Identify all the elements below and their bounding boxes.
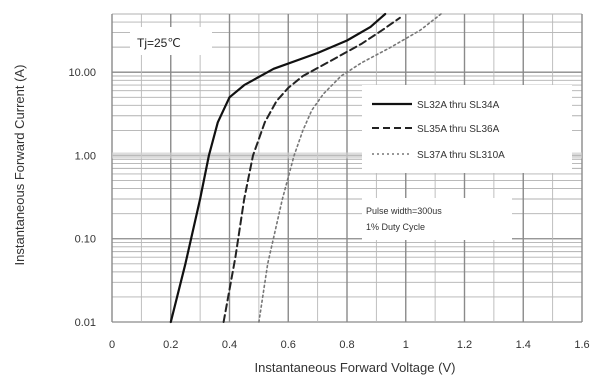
duty-cycle-note: 1% Duty Cycle — [366, 222, 425, 232]
y-axis-title: Instantaneous Forward Current (A) — [12, 65, 27, 266]
x-tick-label: 1.6 — [574, 339, 589, 351]
y-tick-label: 0.10 — [75, 234, 96, 246]
temperature-annotation-box — [130, 27, 212, 55]
y-tick-label: 1.00 — [75, 150, 96, 162]
x-tick-label: 0.2 — [163, 339, 178, 351]
x-tick-label: 1 — [403, 339, 409, 351]
x-tick-label: 0 — [109, 339, 115, 351]
tick-label-layer: 0 0.2 0.4 0.6 0.8 1 1.2 1.4 1.6 0.01 0.10 1.00 10.00 — [68, 67, 589, 351]
series-line-sl37a — [258, 13, 442, 323]
x-tick-label: 1.4 — [516, 339, 531, 351]
series-line-sl32a — [169, 12, 387, 324]
x-tick-label: 0.4 — [222, 339, 237, 351]
series-line-sl35a — [222, 16, 401, 323]
legend-label-sl37a: SL37A thru SL310A — [417, 150, 505, 161]
temperature-annotation: Tj=25℃ — [137, 36, 181, 50]
legend-label-sl32a: SL32A thru SL34A — [417, 100, 500, 111]
gridline-band — [112, 152, 582, 159]
legend: SL32A thru SL34A SL35A thru SL36A SL37A … — [362, 85, 572, 173]
x-tick-label: 0.6 — [281, 339, 296, 351]
x-axis-title: Instantaneous Forward Voltage (V) — [255, 360, 456, 375]
x-tick-label: 1.2 — [457, 339, 472, 351]
x-tick-label: 0.8 — [339, 339, 354, 351]
pulse-width-note: Pulse width=300us — [366, 206, 442, 216]
y-tick-label: 10.00 — [68, 67, 96, 79]
series-layer — [169, 12, 442, 324]
pulse-note-box — [362, 198, 512, 240]
y-tick-label: 0.01 — [75, 317, 96, 329]
legend-label-sl35a: SL35A thru SL36A — [417, 124, 500, 135]
